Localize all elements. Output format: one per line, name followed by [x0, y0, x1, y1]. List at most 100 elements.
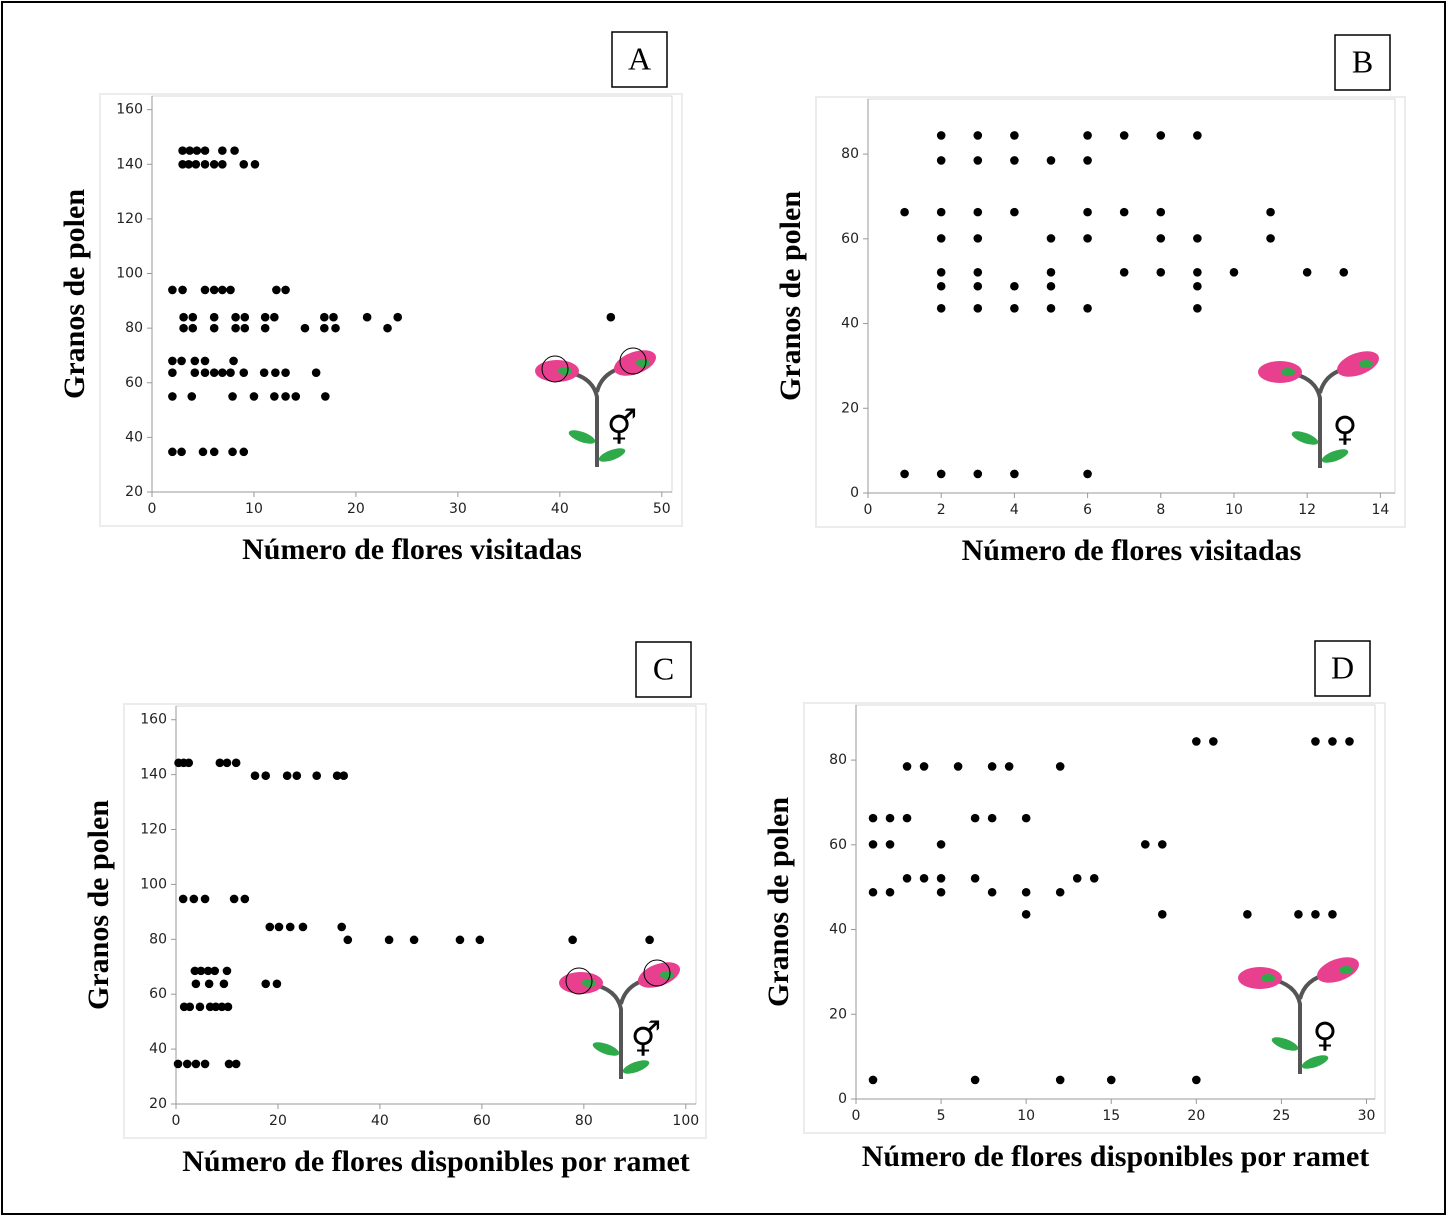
point: [185, 1003, 194, 1012]
point: [196, 1003, 205, 1012]
y-axis-title: Granos de polen: [58, 189, 91, 399]
y-tick-label: 120: [140, 822, 167, 838]
point: [1010, 282, 1019, 291]
point: [168, 286, 177, 295]
point: [1339, 268, 1348, 277]
sepal: [1281, 368, 1295, 376]
point: [293, 771, 302, 780]
point: [886, 814, 895, 823]
point: [1156, 268, 1165, 277]
point: [1120, 268, 1129, 277]
point: [201, 160, 210, 169]
point: [973, 234, 982, 243]
point: [192, 160, 201, 169]
x-tick-label: 50: [653, 501, 671, 517]
point: [232, 759, 241, 768]
point: [224, 1003, 233, 1012]
y-tick-label: 100: [140, 876, 167, 892]
point: [260, 368, 269, 377]
x-tick-label: 20: [347, 501, 365, 517]
y-tick-label: 60: [149, 986, 167, 1002]
point: [1090, 874, 1099, 883]
point: [210, 448, 219, 457]
point: [1083, 208, 1092, 217]
x-tick-label: 0: [864, 502, 873, 518]
point: [903, 874, 912, 883]
y-tick-label: 140: [140, 767, 167, 783]
x-tick-label: 40: [551, 501, 569, 517]
point: [187, 392, 196, 401]
sepal: [582, 979, 596, 987]
point: [973, 268, 982, 277]
sex-symbol: ⚥: [607, 408, 638, 449]
point: [339, 771, 348, 780]
point: [223, 759, 232, 768]
point: [1107, 1076, 1116, 1085]
sex-symbol: ♀: [1313, 1016, 1338, 1056]
point: [1022, 888, 1031, 897]
point: [1294, 910, 1303, 919]
x-axis-title: Número de flores disponibles por ramet: [862, 1140, 1370, 1173]
y-axis-title: Granos de polen: [774, 191, 807, 401]
point: [1156, 131, 1165, 140]
point: [201, 357, 210, 366]
y-axis-title: Granos de polen: [762, 797, 795, 1007]
point: [281, 392, 290, 401]
point: [210, 160, 219, 169]
sex-symbol: ⚥: [631, 1020, 662, 1061]
panel-label: A: [628, 40, 651, 76]
point: [869, 888, 878, 897]
x-tick-label: 25: [1272, 1108, 1290, 1124]
point: [266, 923, 275, 932]
point: [385, 936, 394, 945]
y-tick-label: 80: [149, 931, 167, 947]
point: [988, 814, 997, 823]
y-tick-label: 40: [125, 429, 143, 445]
y-tick-label: 160: [140, 712, 167, 728]
y-tick-label: 40: [841, 316, 859, 332]
point: [1156, 234, 1165, 243]
point: [230, 895, 239, 904]
point: [937, 304, 946, 313]
point: [177, 448, 186, 457]
point: [210, 368, 219, 377]
point: [337, 923, 346, 932]
point: [1193, 304, 1202, 313]
point: [177, 357, 186, 366]
point: [168, 368, 177, 377]
point: [228, 392, 237, 401]
point: [218, 146, 227, 155]
point: [201, 895, 210, 904]
point: [210, 967, 219, 976]
y-tick-label: 0: [850, 485, 859, 501]
x-tick-label: 20: [269, 1113, 287, 1129]
point: [272, 286, 281, 295]
point: [205, 979, 214, 988]
x-tick-label: 12: [1298, 502, 1316, 518]
point: [1193, 268, 1202, 277]
point: [201, 286, 210, 295]
y-tick-label: 20: [841, 400, 859, 416]
point: [476, 936, 485, 945]
panel-label: C: [653, 650, 674, 686]
x-tick-label: 14: [1371, 502, 1389, 518]
point: [228, 448, 237, 457]
y-tick-label: 60: [829, 837, 847, 853]
point: [210, 324, 219, 333]
point: [291, 392, 300, 401]
point: [210, 286, 219, 295]
y-tick-label: 20: [125, 484, 143, 500]
x-tick-label: 8: [1156, 502, 1165, 518]
point: [937, 874, 946, 883]
y-tick-label: 60: [841, 231, 859, 247]
point: [220, 979, 229, 988]
point: [320, 324, 329, 333]
point: [179, 895, 188, 904]
x-tick-label: 60: [473, 1113, 491, 1129]
point: [1156, 208, 1165, 217]
point: [251, 160, 260, 169]
point: [286, 923, 295, 932]
x-tick-label: 2: [937, 502, 946, 518]
sepal: [1359, 360, 1373, 368]
point: [226, 368, 235, 377]
